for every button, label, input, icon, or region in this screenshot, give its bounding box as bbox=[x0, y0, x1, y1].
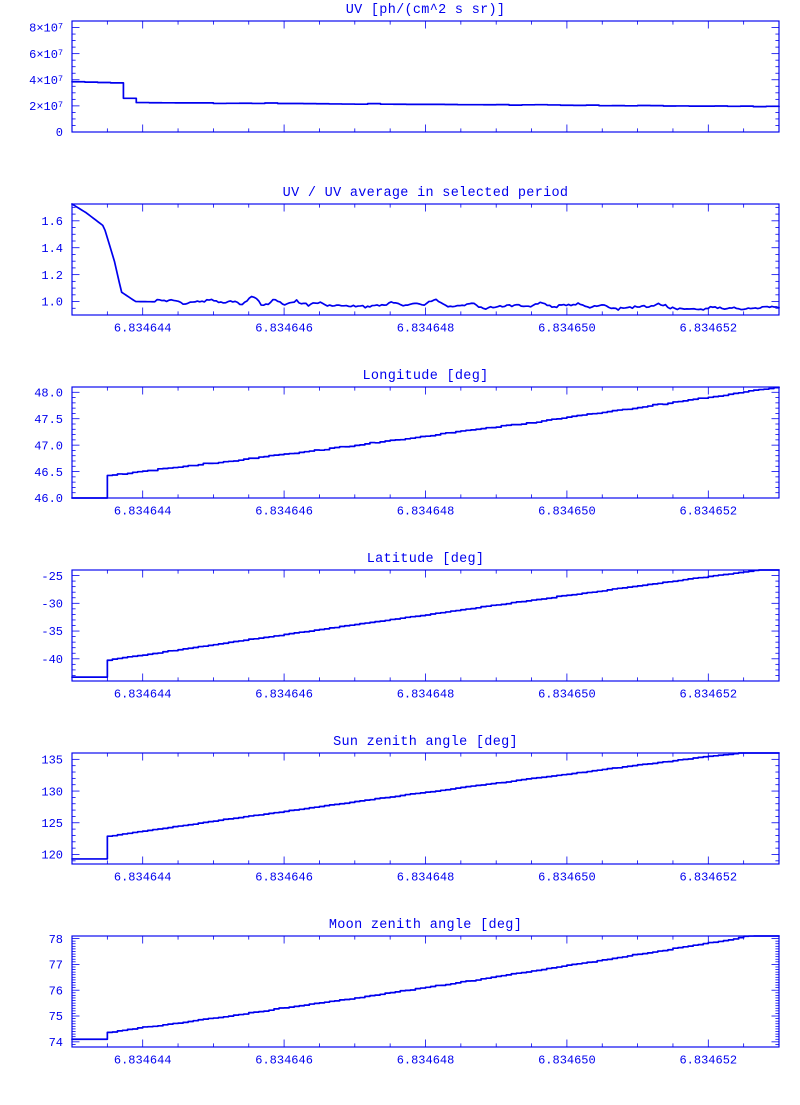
svg-text:Latitude [deg]: Latitude [deg] bbox=[367, 552, 485, 567]
svg-text:6.834646: 6.834646 bbox=[255, 1054, 313, 1068]
svg-text:47.0: 47.0 bbox=[34, 439, 63, 453]
svg-text:6.834650: 6.834650 bbox=[538, 322, 596, 336]
svg-text:Longitude [deg]: Longitude [deg] bbox=[362, 369, 488, 384]
svg-text:6.834646: 6.834646 bbox=[255, 688, 313, 702]
svg-text:6.834646: 6.834646 bbox=[255, 505, 313, 519]
svg-text:6.834648: 6.834648 bbox=[397, 871, 455, 885]
svg-text:-35: -35 bbox=[41, 625, 63, 639]
svg-text:6.834650: 6.834650 bbox=[538, 1054, 596, 1068]
svg-text:6.834648: 6.834648 bbox=[397, 505, 455, 519]
svg-text:0: 0 bbox=[56, 126, 63, 140]
svg-text:6.834644: 6.834644 bbox=[114, 688, 172, 702]
svg-text:6.834648: 6.834648 bbox=[397, 322, 455, 336]
svg-text:6.834644: 6.834644 bbox=[114, 322, 172, 336]
svg-text:UV [ph/(cm^2 s sr)]: UV [ph/(cm^2 s sr)] bbox=[346, 3, 506, 18]
svg-text:46.0: 46.0 bbox=[34, 492, 63, 506]
svg-text:-30: -30 bbox=[41, 598, 63, 612]
svg-text:6.834650: 6.834650 bbox=[538, 688, 596, 702]
svg-text:1.6: 1.6 bbox=[41, 215, 63, 229]
svg-text:2×107: 2×107 bbox=[29, 100, 63, 114]
svg-text:130: 130 bbox=[41, 785, 63, 799]
svg-text:6.834652: 6.834652 bbox=[679, 871, 737, 885]
svg-text:6.834650: 6.834650 bbox=[538, 871, 596, 885]
svg-text:75: 75 bbox=[49, 1010, 63, 1024]
svg-text:6.834648: 6.834648 bbox=[397, 688, 455, 702]
svg-text:-40: -40 bbox=[41, 653, 63, 667]
svg-text:6.834646: 6.834646 bbox=[255, 322, 313, 336]
svg-text:8×107: 8×107 bbox=[29, 22, 63, 36]
svg-text:6.834652: 6.834652 bbox=[679, 322, 737, 336]
svg-text:135: 135 bbox=[41, 754, 63, 768]
svg-text:Moon zenith angle [deg]: Moon zenith angle [deg] bbox=[329, 918, 522, 933]
svg-text:Sun zenith angle [deg]: Sun zenith angle [deg] bbox=[333, 735, 518, 750]
svg-text:1.2: 1.2 bbox=[41, 269, 63, 283]
svg-text:-25: -25 bbox=[41, 570, 63, 584]
svg-text:6.834644: 6.834644 bbox=[114, 1054, 172, 1068]
svg-text:76: 76 bbox=[49, 984, 63, 998]
svg-text:120: 120 bbox=[41, 849, 63, 863]
svg-text:6.834648: 6.834648 bbox=[397, 1054, 455, 1068]
svg-text:6.834652: 6.834652 bbox=[679, 1054, 737, 1068]
svg-text:78: 78 bbox=[49, 933, 63, 947]
svg-text:6.834646: 6.834646 bbox=[255, 871, 313, 885]
svg-text:48.0: 48.0 bbox=[34, 387, 63, 401]
svg-text:4×107: 4×107 bbox=[29, 74, 63, 88]
svg-text:6.834652: 6.834652 bbox=[679, 688, 737, 702]
svg-text:6.834644: 6.834644 bbox=[114, 871, 172, 885]
svg-text:6.834652: 6.834652 bbox=[679, 505, 737, 519]
svg-text:77: 77 bbox=[49, 959, 63, 973]
svg-text:6.834650: 6.834650 bbox=[538, 505, 596, 519]
svg-text:125: 125 bbox=[41, 817, 63, 831]
svg-text:UV / UV average in selected pe: UV / UV average in selected period bbox=[283, 186, 569, 201]
svg-text:46.5: 46.5 bbox=[34, 466, 63, 480]
svg-text:74: 74 bbox=[49, 1036, 63, 1050]
svg-text:1.4: 1.4 bbox=[41, 242, 63, 256]
svg-text:1.0: 1.0 bbox=[41, 296, 63, 310]
svg-text:6.834644: 6.834644 bbox=[114, 505, 172, 519]
svg-text:6×107: 6×107 bbox=[29, 48, 63, 62]
svg-text:47.5: 47.5 bbox=[34, 413, 63, 427]
